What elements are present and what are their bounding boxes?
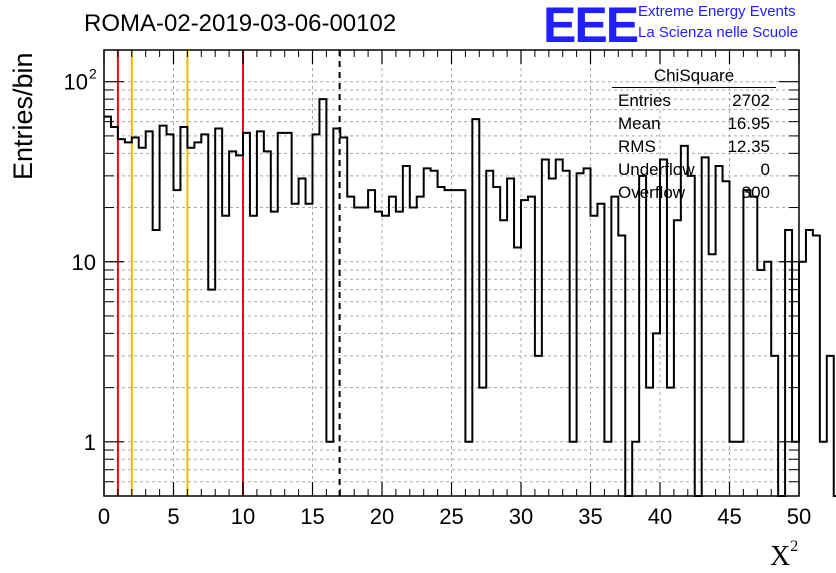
stats-value: 2702 <box>732 91 770 110</box>
stats-row: Mean 16.95 <box>612 114 776 137</box>
logo-line-1: Extreme Energy Events <box>638 3 796 20</box>
stats-value: 300 <box>741 183 770 202</box>
x-tick-label: 30 <box>509 504 533 529</box>
stats-value: 0 <box>760 160 770 179</box>
x-axis-label-text: X <box>770 541 791 572</box>
stats-label: Mean <box>618 114 661 133</box>
y-tick-label-exponent: 2 <box>89 66 97 82</box>
stats-label: Overflow <box>618 183 686 202</box>
x-tick-label: 50 <box>787 504 811 529</box>
x-tick-label: 0 <box>98 504 110 529</box>
x-tick-label: 10 <box>231 504 255 529</box>
stats-title: ChiSquare <box>612 66 776 88</box>
stats-value: 12.35 <box>727 137 770 156</box>
logo-mark: EEE <box>543 0 639 53</box>
stats-label: Underflow <box>618 160 695 179</box>
stats-value: 16.95 <box>727 114 770 133</box>
marker-lines <box>116 50 341 496</box>
y-tick-label: 10 <box>72 250 96 275</box>
x-tick-label: 5 <box>167 504 179 529</box>
stats-row: Entries 2702 <box>612 91 776 114</box>
stats-row: Underflow 0 <box>612 160 776 183</box>
stats-label: RMS <box>618 137 656 156</box>
logo-line-2: La Scienza nelle Scuole <box>638 24 799 41</box>
histogram-series <box>104 98 836 497</box>
x-tick-label: 35 <box>578 504 602 529</box>
y-tick-label: 1 <box>84 430 96 455</box>
stats-label: Entries <box>618 91 671 110</box>
x-tick-label: 25 <box>439 504 463 529</box>
y-axis-label: Entries/bin <box>8 52 38 180</box>
stats-row: Overflow 300 <box>612 183 776 206</box>
x-axis-label: X2 <box>770 538 798 573</box>
x-tick-label: 40 <box>648 504 672 529</box>
x-tick-label: 20 <box>370 504 394 529</box>
stats-row: RMS 12.35 <box>612 137 776 160</box>
y-tick-label: 10 <box>64 70 88 95</box>
chart-title: ROMA-02-2019-03-06-00102 <box>84 10 397 37</box>
x-axis-label-exponent: 2 <box>790 538 799 555</box>
x-tick-label: 15 <box>300 504 324 529</box>
stats-box: ChiSquare Entries 2702 Mean 16.95 RMS 12.35… <box>612 66 776 206</box>
x-tick-label: 45 <box>717 504 741 529</box>
